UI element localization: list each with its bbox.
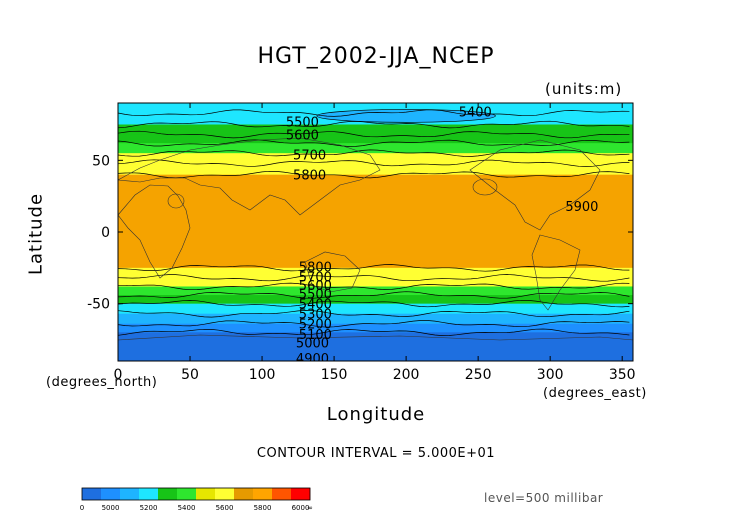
contour-line-5 <box>118 159 630 167</box>
contour-line-3 <box>118 139 630 147</box>
coastline-north-america <box>469 139 601 231</box>
coastline-sea <box>167 193 185 209</box>
contour-label-13: 5100 <box>299 328 332 343</box>
x-tick-label-2: 100 <box>249 367 276 383</box>
zonal-band-2 <box>118 124 633 136</box>
zonal-band-9 <box>118 277 633 287</box>
contour-line-13 <box>118 320 630 328</box>
units-label: (units:m) <box>545 80 623 98</box>
contour-label-2: 5600 <box>286 129 319 144</box>
colorbar-swatch-11 <box>291 488 311 500</box>
zonal-band-10 <box>118 286 633 296</box>
contour-interval-text: CONTOUR INTERVAL = 5.000E+01 <box>256 446 496 461</box>
contour-line-2 <box>118 130 630 139</box>
colorbar-tick-label-0: 0 <box>80 504 84 512</box>
contour-line-11 <box>118 299 630 308</box>
contour-label-8: 5600 <box>299 279 332 294</box>
x-tick-label-4: 200 <box>393 367 420 383</box>
zonal-band-6 <box>118 163 633 176</box>
coastline-south-america <box>531 234 581 311</box>
zonal-band-3 <box>118 134 633 144</box>
x-tick-label-3: 150 <box>321 367 348 383</box>
chart-title: HGT_2002-JJA_NCEP <box>257 44 495 69</box>
contour-line-0 <box>118 109 630 117</box>
x-axis-units: (degrees_east) <box>543 386 647 401</box>
coastline-australia <box>304 251 361 293</box>
zonal-band-13 <box>118 313 633 325</box>
colorbar-tick-label-1: 5000 <box>102 504 120 512</box>
contour-line-7 <box>118 264 630 272</box>
contour-line-4 <box>118 149 630 157</box>
colorbar-swatch-5 <box>177 488 197 500</box>
colorbar-tick-label-2: 5200 <box>140 504 158 512</box>
zonal-band-15 <box>118 332 633 361</box>
zonal-band-8 <box>118 267 633 279</box>
y-axis-units: (degrees_north) <box>46 375 158 390</box>
colorbar-tick-label-4: 5600 <box>216 504 234 512</box>
contour-label-0: 5400 <box>459 106 492 121</box>
y-tick-label-2: 50 <box>92 153 110 169</box>
x-tick-label-1: 50 <box>181 367 199 383</box>
contour-label-4: 5800 <box>293 169 326 184</box>
contour-label-3: 5700 <box>293 149 326 164</box>
zonal-band-11 <box>118 295 633 305</box>
contour-label-5: 5900 <box>565 200 598 215</box>
contour-label-11: 5300 <box>299 308 332 323</box>
zonal-band-4 <box>118 143 633 154</box>
colorbar-swatch-6 <box>196 488 216 500</box>
contour-label-7: 5700 <box>299 270 332 285</box>
y-tick-label-0: -50 <box>87 297 110 313</box>
polar-low-region <box>316 109 496 123</box>
colorbar-swatch-9 <box>253 488 273 500</box>
colorbar-frame <box>81 487 311 501</box>
coastline-africa <box>118 184 191 279</box>
contour-line-14 <box>118 328 630 336</box>
x-tick-label-0: 0 <box>114 367 123 383</box>
colorbar-swatch-3 <box>139 488 159 500</box>
y-tick-label-1: 0 <box>101 225 110 241</box>
contour-label-15: 4900 <box>296 352 329 367</box>
colorbar-tick-label-5: 5800 <box>254 504 272 512</box>
x-axis-label: Longitude <box>326 404 426 425</box>
zonal-band-12 <box>118 303 633 315</box>
zonal-band-5 <box>118 153 633 164</box>
colorbar-swatch-4 <box>158 488 178 500</box>
contour-label-1: 5500 <box>286 116 319 131</box>
level-text: level=500 millibar <box>484 491 604 505</box>
coastlines <box>118 137 633 341</box>
coastline-antarctica <box>118 334 633 341</box>
zonal-band-14 <box>118 323 633 333</box>
colorbar-swatch-10 <box>272 488 292 500</box>
coastline-lake <box>472 178 498 196</box>
colorbar-swatch-8 <box>234 488 254 500</box>
colorbar-swatch-2 <box>120 488 140 500</box>
contour-line-12 <box>118 310 630 318</box>
contour-label-9: 5500 <box>299 288 332 303</box>
contour-line-9 <box>118 282 630 291</box>
contour-line-6 <box>118 170 630 179</box>
contour-label-14: 5000 <box>296 336 329 351</box>
x-tick-label-6: 300 <box>537 367 564 383</box>
colorbar-tick-label-6: 6000 <box>292 504 310 512</box>
zonal-band-0 <box>118 103 633 114</box>
contour-label-12: 5200 <box>299 318 332 333</box>
colorbar-swatch-0 <box>82 488 102 500</box>
x-tick-label-7: 350 <box>609 367 636 383</box>
coastline-eurasia <box>118 137 381 216</box>
colorbar-swatch-1 <box>101 488 121 500</box>
contour-label-10: 5400 <box>299 298 332 313</box>
colorbar-swatch-7 <box>215 488 235 500</box>
colorbar-tick-label-7: ∞ <box>307 504 313 512</box>
x-tick-label-5: 250 <box>465 367 492 383</box>
colorbar-tick-label-3: 5400 <box>178 504 196 512</box>
zonal-band-7 <box>118 174 633 269</box>
contour-line-1 <box>118 120 630 129</box>
contour-label-6: 5800 <box>299 260 332 275</box>
contour-line-10 <box>118 291 630 299</box>
contour-line-8 <box>118 274 630 282</box>
